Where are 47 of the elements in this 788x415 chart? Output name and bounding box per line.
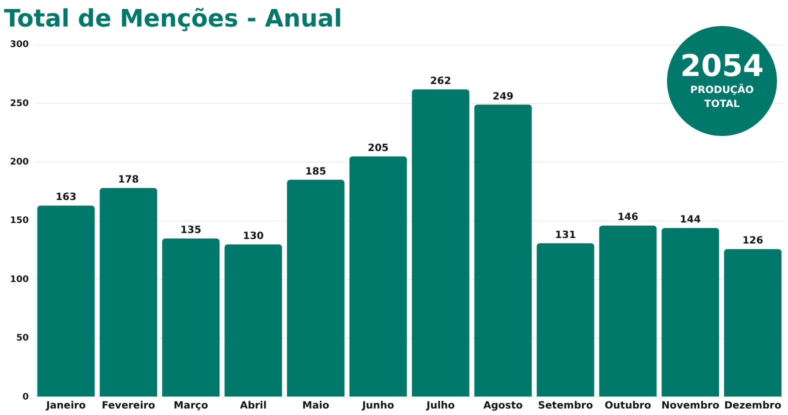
x-tick-label: Abril bbox=[240, 400, 267, 412]
y-tick-label: 200 bbox=[10, 158, 29, 168]
y-tick-label: 100 bbox=[10, 274, 29, 285]
data-label: 130 bbox=[242, 230, 264, 242]
bar bbox=[100, 188, 158, 396]
data-label: 146 bbox=[617, 212, 638, 224]
bar bbox=[536, 243, 594, 396]
annotation: PRODUÇÃO TOTAL bbox=[689, 84, 755, 112]
bar bbox=[474, 104, 532, 396]
y-tick-label: 0 bbox=[22, 392, 29, 402]
y-tick-label: 250 bbox=[10, 98, 29, 109]
data-label: 126 bbox=[742, 236, 764, 247]
bar bbox=[224, 244, 282, 396]
data-label: 135 bbox=[180, 225, 202, 236]
x-tick-label: Fevereiro bbox=[102, 400, 156, 412]
bar bbox=[349, 156, 407, 396]
y-tick-label: 300 bbox=[10, 40, 29, 50]
y-tick-label: 50 bbox=[16, 334, 29, 344]
data-label: 163 bbox=[56, 192, 76, 204]
x-tick-label: Maio bbox=[302, 400, 330, 412]
data-label: 178 bbox=[118, 174, 139, 186]
data-label: 205 bbox=[368, 142, 389, 154]
bar bbox=[599, 226, 657, 396]
x-tick-label: Setembro bbox=[538, 400, 594, 412]
bar bbox=[162, 238, 220, 396]
x-tick-label: Agosto bbox=[483, 400, 523, 412]
data-label: 262 bbox=[430, 76, 452, 88]
x-tick-label: Março bbox=[174, 400, 208, 412]
data-label: 131 bbox=[555, 230, 576, 241]
bar bbox=[287, 180, 344, 396]
x-tick-label: Novembro bbox=[661, 400, 720, 412]
x-tick-label: Janeiro bbox=[45, 400, 86, 412]
x-tick-label: Julho bbox=[425, 400, 455, 412]
data-label: 144 bbox=[680, 214, 701, 226]
data-label: 249 bbox=[492, 91, 514, 102]
x-tick-label: Dezembro bbox=[724, 400, 782, 412]
data-label: 185 bbox=[305, 166, 326, 178]
bar bbox=[662, 228, 720, 396]
bar bbox=[37, 206, 95, 396]
annotation: 2054 bbox=[680, 49, 764, 84]
x-tick-label: Junho bbox=[361, 400, 394, 412]
chart-title: Total de Menções - Anual bbox=[4, 4, 342, 33]
x-tick-label: Outubro bbox=[604, 400, 652, 412]
circle-badge: 2054 PRODUÇÃO TOTAL bbox=[667, 26, 777, 136]
bar bbox=[412, 89, 470, 396]
y-tick-label: 150 bbox=[10, 216, 29, 226]
bar bbox=[724, 249, 782, 396]
